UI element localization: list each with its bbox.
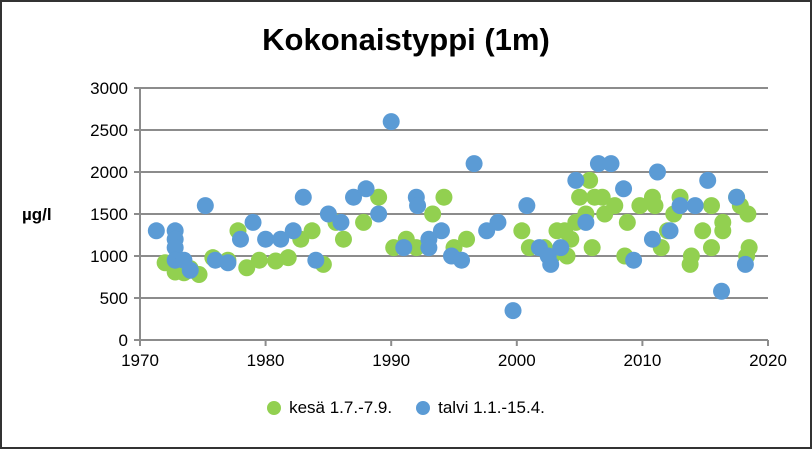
data-point-talvi [671, 197, 689, 215]
data-point-talvi [453, 251, 471, 269]
data-point-kesa [646, 197, 664, 215]
data-point-kesa [593, 188, 611, 206]
data-point-kesa [334, 230, 352, 248]
y-tick-label: 2500 [90, 121, 128, 140]
data-point-talvi [382, 113, 400, 131]
legend-marker-kesa [267, 401, 282, 415]
data-point-talvi [219, 254, 237, 272]
data-point-kesa [606, 197, 624, 215]
data-point-talvi [489, 213, 507, 231]
data-point-talvi [395, 239, 413, 257]
x-tick-label: 2000 [498, 351, 536, 370]
data-point-talvi [577, 213, 595, 231]
data-point-talvi [648, 163, 666, 181]
data-point-talvi [370, 205, 388, 223]
data-point-talvi [728, 188, 746, 206]
data-point-talvi [257, 230, 275, 248]
data-point-kesa [238, 259, 256, 277]
legend-label-kesa: kesä 1.7.-7.9. [289, 398, 393, 417]
data-point-kesa [739, 205, 757, 223]
data-point-talvi [686, 197, 704, 215]
data-point-talvi [166, 239, 184, 257]
data-point-talvi [615, 180, 633, 198]
data-point-talvi [518, 197, 536, 215]
legend-marker-talvi [416, 401, 431, 415]
data-point-kesa [702, 239, 720, 257]
data-point-kesa [355, 213, 373, 231]
data-point-talvi [625, 251, 643, 269]
y-tick-label: 3000 [90, 79, 128, 98]
y-tick-label: 500 [100, 289, 128, 308]
legend-label-talvi: talvi 1.1.-15.4. [438, 398, 545, 417]
data-point-talvi [589, 155, 607, 173]
data-point-kesa [513, 222, 531, 240]
data-point-kesa [618, 213, 636, 231]
data-point-talvi [357, 180, 375, 198]
data-point-talvi [552, 239, 570, 257]
legend-item-kesa: kesä 1.7.-7.9. [267, 398, 392, 418]
data-point-kesa [682, 247, 700, 265]
y-tick-label: 1500 [90, 205, 128, 224]
legend: kesä 1.7.-7.9. talvi 1.1.-15.4. [0, 398, 812, 418]
data-point-kesa [407, 239, 425, 257]
data-point-talvi [147, 222, 165, 240]
data-point-talvi [272, 230, 290, 248]
data-point-kesa [435, 188, 453, 206]
data-point-talvi [244, 213, 262, 231]
legend-item-talvi: talvi 1.1.-15.4. [416, 398, 545, 418]
data-point-kesa [370, 188, 388, 206]
data-point-talvi [196, 197, 214, 215]
data-point-kesa [279, 249, 297, 267]
data-point-talvi [432, 222, 450, 240]
data-point-kesa [714, 222, 732, 240]
data-point-kesa [571, 188, 589, 206]
data-point-talvi [699, 171, 717, 189]
data-point-talvi [345, 188, 363, 206]
data-point-talvi [319, 205, 337, 223]
x-tick-label: 1970 [121, 351, 159, 370]
data-point-talvi [542, 255, 560, 273]
data-point-kesa [583, 239, 601, 257]
data-point-talvi [736, 255, 754, 273]
data-point-talvi [661, 222, 679, 240]
data-point-talvi [231, 230, 249, 248]
y-axis-label: µg/l [22, 205, 52, 224]
x-tick-label: 2020 [749, 351, 787, 370]
data-point-talvi [181, 261, 199, 279]
data-point-kesa [458, 230, 476, 248]
data-point-talvi [504, 302, 522, 320]
y-tick-label: 1000 [90, 247, 128, 266]
data-point-talvi [284, 222, 302, 240]
data-point-talvi [409, 197, 427, 215]
data-point-kesa [250, 251, 268, 269]
data-point-talvi [307, 251, 325, 269]
data-point-talvi [713, 282, 731, 300]
y-tick-label: 0 [119, 331, 128, 350]
data-point-talvi [567, 171, 585, 189]
data-point-talvi [332, 213, 350, 231]
y-tick-label: 2000 [90, 163, 128, 182]
data-point-talvi [643, 230, 661, 248]
x-tick-label: 1980 [247, 351, 285, 370]
data-point-kesa [303, 222, 321, 240]
data-point-talvi [465, 155, 483, 173]
chart-title: Kokonaistyppi (1m) [262, 22, 550, 57]
data-point-kesa [631, 197, 649, 215]
data-point-kesa [694, 222, 712, 240]
x-tick-label: 2010 [623, 351, 661, 370]
data-point-talvi [602, 155, 620, 173]
data-point-talvi [294, 188, 312, 206]
data-point-talvi [420, 239, 438, 257]
data-point-kesa [581, 171, 599, 189]
data-point-kesa [702, 197, 720, 215]
data-point-kesa [424, 205, 442, 223]
x-tick-label: 1990 [372, 351, 410, 370]
